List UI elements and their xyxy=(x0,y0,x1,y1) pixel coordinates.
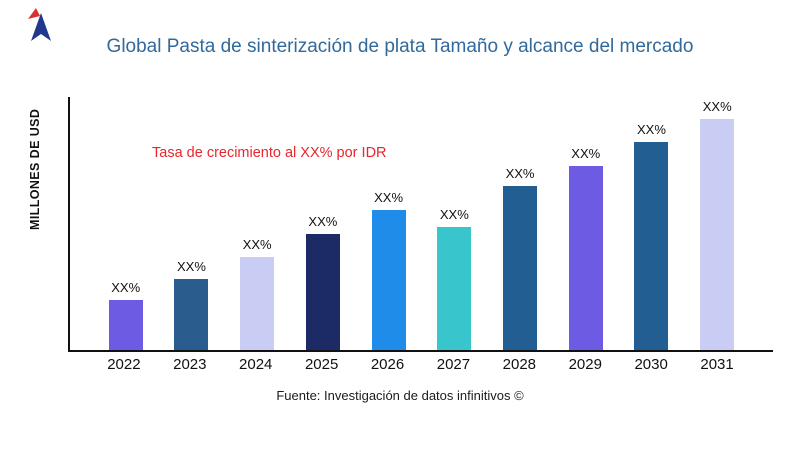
bar-value-label-2023: XX% xyxy=(176,259,206,274)
bar-value-label-2028: XX% xyxy=(505,166,535,181)
x-tick-2031: 2031 xyxy=(700,356,734,373)
x-tick-2027: 2027 xyxy=(436,356,471,373)
bar-column-2026: XX% xyxy=(371,190,407,350)
bar-value-label-2024: XX% xyxy=(242,237,272,252)
bar-column-2028: XX% xyxy=(502,166,538,350)
x-tick-2026: 2026 xyxy=(370,356,405,373)
bar-value-label-2027: XX% xyxy=(439,207,469,222)
bar-column-2029: XX% xyxy=(568,146,604,350)
bar-2023 xyxy=(174,279,209,350)
bar-value-label-2030: XX% xyxy=(637,122,666,137)
bar-value-label-2026: XX% xyxy=(374,190,404,205)
x-tick-2030: 2030 xyxy=(634,356,668,373)
bar-2024 xyxy=(240,257,275,350)
bar-column-2030: XX% xyxy=(633,122,669,350)
x-axis-tick-labels: 2022 2023 2024 2025 2026 2027 2028 2029 2030 2031 xyxy=(68,356,773,373)
bar-column-2031: XX% xyxy=(699,99,735,350)
idr-logo xyxy=(27,7,53,48)
bar-value-label-2025: XX% xyxy=(308,214,338,229)
bar-column-2023: XX% xyxy=(173,259,209,350)
bar-column-2025: XX% xyxy=(305,214,341,350)
y-axis-label: MILLONES DE USD xyxy=(28,108,42,230)
x-tick-2024: 2024 xyxy=(239,356,273,373)
bar-value-label-2022: XX% xyxy=(111,280,141,295)
plot-area: Tasa de crecimiento al XX% por IDR XX% XX… xyxy=(68,97,773,352)
bar-column-2022: XX% xyxy=(108,280,144,350)
x-tick-2025: 2025 xyxy=(304,356,339,373)
idr-logo-icon xyxy=(28,8,51,41)
bar-column-2024: XX% xyxy=(239,237,275,350)
bar-column-2027: XX% xyxy=(436,207,472,350)
bar-2029 xyxy=(568,166,603,350)
x-tick-2022: 2022 xyxy=(107,356,141,373)
bar-2025 xyxy=(305,234,340,350)
bar-value-label-2031: XX% xyxy=(702,99,732,114)
x-tick-2028: 2028 xyxy=(502,356,537,373)
growth-rate-annotation: Tasa de crecimiento al XX% por IDR xyxy=(152,145,387,161)
bar-2027 xyxy=(437,227,472,350)
bar-series: XX% XX% XX% XX% XX% XX% XX% XX% XX% XX% xyxy=(70,97,773,350)
source-text: Fuente: Investigación de datos infinitiv… xyxy=(276,388,524,403)
x-tick-2023: 2023 xyxy=(173,356,207,373)
chart-title: Global Pasta de sinterización de plata T… xyxy=(106,36,694,57)
bar-2028 xyxy=(503,186,538,350)
bar-value-label-2029: XX% xyxy=(571,146,601,161)
x-tick-2029: 2029 xyxy=(568,356,602,373)
bar-2022 xyxy=(108,300,143,350)
bar-2031 xyxy=(700,119,735,350)
bar-2030 xyxy=(634,142,669,350)
bar-2026 xyxy=(371,210,406,350)
